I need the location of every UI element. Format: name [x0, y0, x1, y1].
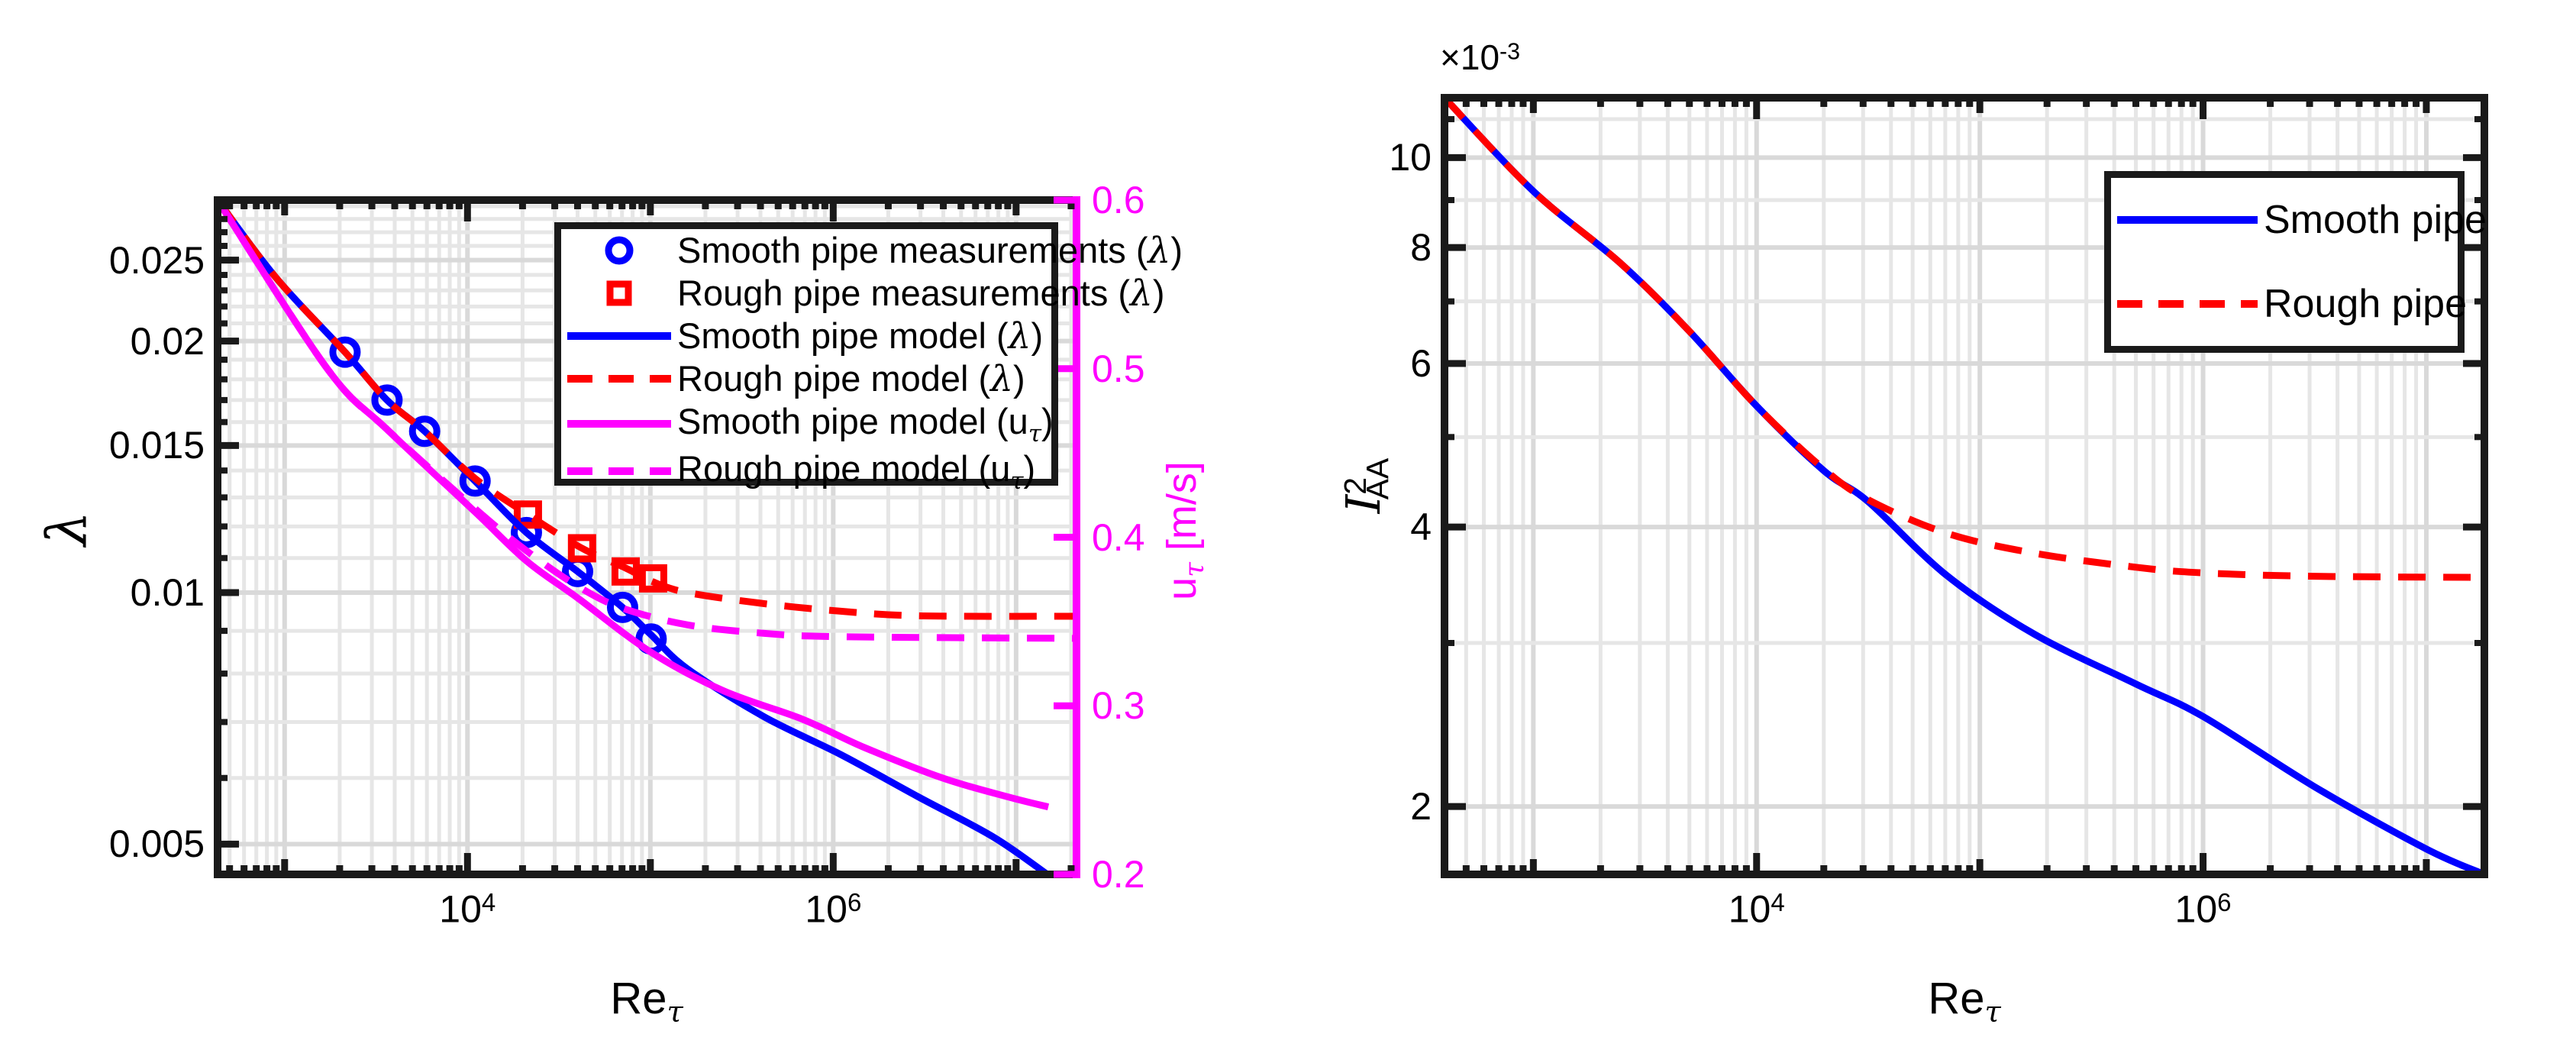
legend-entry: Smooth pipe model (uτ): [561, 400, 1054, 448]
y-right-tick-label: 0.3: [1092, 684, 1145, 728]
x-tick-label: 106: [805, 887, 862, 931]
legend-entry: Smooth pipe measurements (λ): [561, 229, 1183, 272]
series-line: [216, 199, 1050, 876]
y-tick-label: 8: [1410, 226, 1432, 270]
axes-spines: [214, 196, 1080, 878]
legend-entry: Smooth pipe: [2111, 178, 2487, 262]
y-right-tick-label: 0.4: [1092, 515, 1145, 559]
legend-entry-label: Smooth pipe measurements (λ): [677, 230, 1183, 272]
y-tick-label: 6: [1410, 342, 1432, 386]
y-right-tick-label: 0.2: [1092, 853, 1145, 896]
line-solid-icon: [2111, 201, 2264, 239]
x-axis-label: Reτ: [1928, 974, 2001, 1029]
y-right-tick-label: 0.5: [1092, 347, 1145, 390]
legend-entry-label: Smooth pipe model (uτ): [677, 401, 1054, 448]
series-circle-markers: [329, 336, 667, 655]
y-right-tick-label: 0.6: [1092, 179, 1145, 221]
y-tick-label: 0.02: [130, 319, 205, 363]
legend-entry: Rough pipe model (uτ): [561, 447, 1051, 495]
legend-entry: Smooth pipe model (λ): [561, 315, 1051, 357]
series-line: [216, 199, 1076, 642]
y-tick-label: 10: [1389, 136, 1432, 179]
x-axis-label: Reτ: [610, 974, 683, 1029]
line-dashed-icon: [2111, 285, 2264, 323]
series-line: [1443, 96, 2486, 581]
marker-circle-icon: [561, 231, 677, 270]
axes-spines: [1441, 94, 2488, 878]
marker-square-icon: [561, 274, 677, 312]
legend-entry: Rough pipe measurements (λ): [561, 272, 1164, 315]
line-dashed-icon: [561, 452, 677, 490]
y-tick-label: 0.005: [108, 822, 205, 866]
axis-multiplier-label: ×10-3: [1440, 37, 1521, 77]
legend-entry-label: Rough pipe model (uτ): [677, 448, 1036, 496]
legend-entry-label: Smooth pipe model (λ): [677, 315, 1044, 357]
series-line: [216, 199, 1076, 620]
legend-entry-label: Rough pipe measurements (λ): [677, 273, 1165, 315]
y-tick-label: 0.025: [108, 238, 205, 282]
y-tick-label: 0.01: [130, 571, 205, 615]
friction-factor-chart: [214, 196, 1080, 878]
legend-entry-label: Smooth pipe: [2264, 198, 2487, 242]
line-solid-icon: [561, 317, 677, 355]
legend-entry: Rough pipe: [2111, 262, 2467, 346]
y-axis-label: I2AA: [1335, 457, 1396, 514]
y-tick-label: 0.015: [108, 424, 205, 467]
legend-box: Smooth pipe measurements (λ) Rough pipe m…: [554, 222, 1183, 495]
legend-entry: Rough pipe model (λ): [561, 357, 1051, 400]
y-right-axis-label: uτ [m/s]: [1159, 461, 1211, 600]
y-tick-label: 4: [1410, 506, 1432, 549]
y-tick-label: 2: [1410, 785, 1432, 829]
y-axis-label: λ: [34, 511, 99, 546]
legend-entry-label: Rough pipe model (λ): [677, 358, 1025, 400]
line-dashed-icon: [561, 360, 677, 398]
legend-box: Smooth pipe Rough pipe: [2104, 171, 2487, 353]
x-tick-label: 104: [1728, 887, 1785, 931]
x-tick-label: 106: [2174, 887, 2232, 931]
x-tick-label: 104: [439, 887, 496, 931]
legend-entry-label: Rough pipe: [2264, 282, 2467, 326]
line-solid-icon: [561, 405, 677, 443]
